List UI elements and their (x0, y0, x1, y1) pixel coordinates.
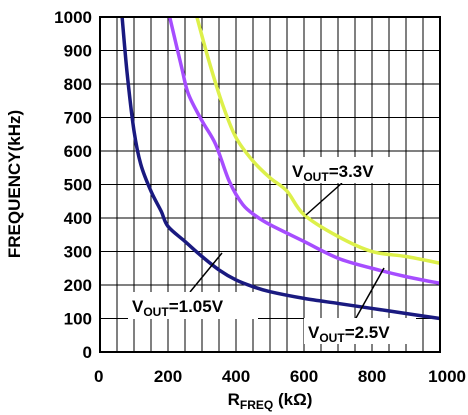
x-tick-labels: 0 200 400 600 800 1000 (94, 367, 466, 386)
y-tick-label: 600 (64, 142, 92, 161)
y-axis-title: FREQUENCY(kHz) (5, 110, 24, 258)
x-tick-label: 200 (154, 367, 182, 386)
x-axis-title-main: R (228, 390, 240, 409)
x-axis-title-sub: FREQ (240, 398, 273, 412)
x-axis-title-unit: (kΩ) (273, 390, 312, 409)
y-tick-labels: 0 100 200 300 400 500 600 700 800 900 1000 (54, 8, 92, 362)
y-tick-label: 500 (64, 176, 92, 195)
y-tick-label: 300 (64, 243, 92, 262)
x-tick-label: 600 (290, 367, 318, 386)
x-tick-label: 400 (222, 367, 250, 386)
y-tick-label: 900 (64, 42, 92, 61)
y-tick-label: 400 (64, 209, 92, 228)
y-tick-label: 0 (83, 343, 92, 362)
y-tick-label: 200 (64, 276, 92, 295)
x-tick-label: 1000 (428, 367, 466, 386)
x-tick-label: 0 (94, 367, 103, 386)
x-tick-label: 800 (358, 367, 386, 386)
y-tick-label: 700 (64, 109, 92, 128)
y-tick-label: 1000 (54, 8, 92, 27)
y-tick-label: 100 (64, 310, 92, 329)
y-tick-label: 800 (64, 75, 92, 94)
x-axis-title: RFREQ (kΩ) (228, 390, 313, 412)
